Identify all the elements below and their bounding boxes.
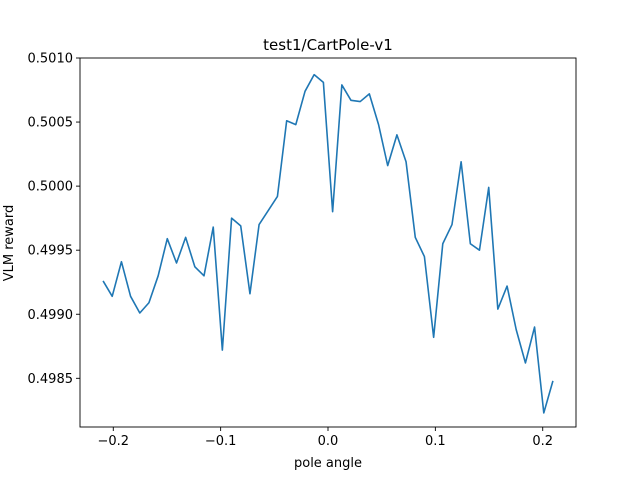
x-axis-label: pole angle [294,456,362,471]
x-tick-label: 0.0 [318,434,339,449]
y-tick-label: 0.4995 [28,244,74,259]
plot-area [79,57,577,428]
y-tick-label: 0.5010 [28,52,74,67]
y-tick-label: 0.4985 [28,372,74,387]
y-axis-label: VLM reward [2,205,17,282]
x-tick-label: −0.2 [97,434,129,449]
y-tick-label: 0.5000 [28,180,74,195]
x-tick-label: 0.1 [425,434,446,449]
chart-title: test1/CartPole-v1 [263,36,393,54]
y-tick-label: 0.4990 [28,308,74,323]
x-axis-ticks: −0.2 −0.1 0.0 0.1 0.2 [97,427,553,449]
axes-frame [79,57,577,428]
x-tick-label: −0.1 [205,434,237,449]
y-axis-ticks: 0.4985 0.4990 0.4995 0.5000 0.5005 0.5010 [28,52,80,387]
series-line-0 [102,73,554,414]
x-tick-label: 0.2 [532,434,553,449]
y-tick-label: 0.5005 [28,116,74,131]
